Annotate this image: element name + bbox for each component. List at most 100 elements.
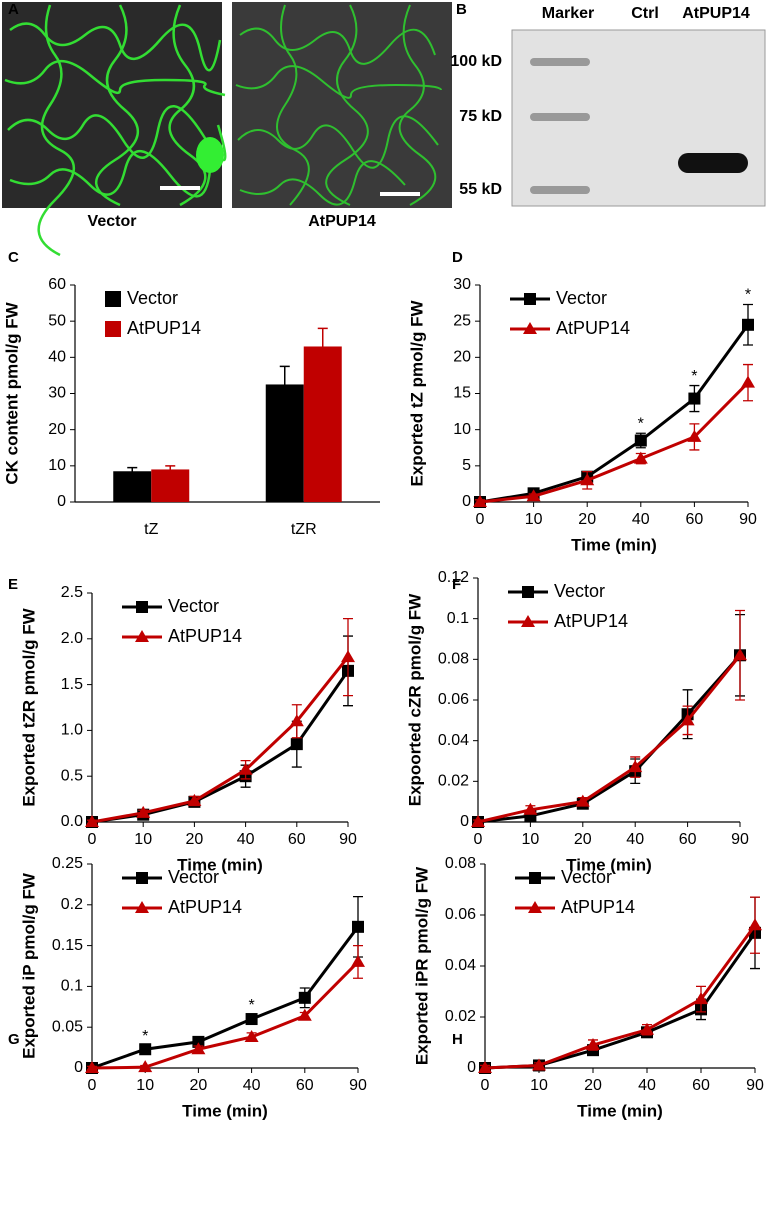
marker bbox=[298, 991, 311, 1004]
series-line bbox=[484, 924, 757, 1070]
y-tick-label: 0.1 bbox=[61, 978, 83, 995]
x-tick-label: 20 bbox=[584, 1077, 602, 1094]
x-tick-label: 20 bbox=[186, 831, 204, 848]
marker-label: 55 kD bbox=[459, 181, 502, 198]
y-tick-label: 0.1 bbox=[447, 610, 469, 627]
image-caption: Vector bbox=[88, 213, 137, 230]
y-tick-label: 0.08 bbox=[445, 855, 476, 872]
panel-letter: F bbox=[452, 576, 461, 593]
y-tick-label: 0.02 bbox=[438, 773, 469, 790]
marker bbox=[640, 1022, 654, 1035]
marker bbox=[136, 805, 151, 818]
marker bbox=[628, 760, 643, 773]
legend-marker bbox=[521, 615, 535, 627]
marker bbox=[290, 738, 303, 751]
y-tick-label: 1.0 bbox=[61, 722, 83, 739]
y-tick-label: 0.2 bbox=[61, 896, 83, 913]
x-tick-label: 10 bbox=[136, 1077, 154, 1094]
x-tick-label: 10 bbox=[530, 1077, 548, 1094]
x-tick-label: 90 bbox=[746, 1077, 764, 1094]
y-tick-label: 0.5 bbox=[61, 767, 83, 784]
y-tick-label: 0.02 bbox=[445, 1008, 476, 1025]
error-bar bbox=[317, 327, 328, 366]
x-tick-label: 60 bbox=[288, 831, 306, 848]
lane-label: Ctrl bbox=[631, 5, 659, 22]
y-tick-label: 0 bbox=[462, 493, 471, 510]
y-tick-label: 0.04 bbox=[445, 957, 476, 974]
y-tick-label: 2.5 bbox=[61, 584, 83, 601]
bar bbox=[151, 469, 190, 502]
x-axis-title: Time (min) bbox=[577, 1101, 663, 1120]
y-tick-label: 10 bbox=[453, 421, 471, 438]
x-tick-label: 60 bbox=[692, 1077, 710, 1094]
legend-marker bbox=[524, 293, 536, 305]
x-tick-label: 60 bbox=[296, 1077, 314, 1094]
x-tick-label: 0 bbox=[88, 1077, 97, 1094]
x-tick-label: 20 bbox=[190, 1077, 208, 1094]
series-line bbox=[484, 931, 757, 1070]
x-tick-label: 0 bbox=[474, 831, 483, 848]
y-tick-label: 1.5 bbox=[61, 676, 83, 693]
legend-label: AtPUP14 bbox=[561, 897, 635, 917]
x-tick-label: 40 bbox=[237, 831, 255, 848]
marker bbox=[680, 713, 695, 726]
marker bbox=[244, 1029, 259, 1042]
bar bbox=[113, 471, 152, 502]
x-axis-title: Time (min) bbox=[566, 855, 652, 874]
panel-letter: D bbox=[452, 249, 463, 266]
marker bbox=[192, 1035, 205, 1048]
legend-label: AtPUP14 bbox=[168, 626, 242, 646]
annotation: * bbox=[248, 997, 254, 1014]
legend-marker bbox=[136, 872, 148, 884]
marker bbox=[478, 1061, 492, 1073]
annotation: * bbox=[638, 416, 644, 433]
marker bbox=[352, 920, 364, 933]
legend-label: Vector bbox=[127, 288, 178, 308]
y-tick-label: 0.15 bbox=[52, 937, 83, 954]
legend-label: Vector bbox=[556, 288, 607, 308]
x-tick-label: 40 bbox=[638, 1077, 656, 1094]
y-tick-label: 0 bbox=[74, 1059, 83, 1076]
marker bbox=[245, 1013, 258, 1026]
y-tick-label: 0 bbox=[57, 493, 66, 510]
x-tick-label: 40 bbox=[626, 831, 644, 848]
y-tick-label: 2.0 bbox=[61, 630, 83, 647]
x-tick-label: tZR bbox=[291, 521, 317, 538]
legend-label: AtPUP14 bbox=[168, 897, 242, 917]
marker bbox=[191, 1042, 206, 1055]
y-tick-label: 0 bbox=[460, 813, 469, 830]
y-tick-label: 0.25 bbox=[52, 855, 83, 872]
marker bbox=[138, 1060, 153, 1073]
error-bar bbox=[127, 466, 138, 476]
y-axis-title: Exported iP pmol/g FW bbox=[19, 872, 38, 1059]
y-axis-title: CK content pmol/g FW bbox=[2, 301, 21, 484]
marker bbox=[748, 918, 762, 931]
legend-label: Vector bbox=[561, 867, 612, 887]
y-tick-label: 5 bbox=[462, 457, 471, 474]
marker bbox=[139, 1043, 152, 1056]
marker bbox=[575, 794, 590, 807]
y-tick-label: 0.0 bbox=[61, 813, 83, 830]
x-tick-label: 90 bbox=[349, 1077, 367, 1094]
x-axis-title: Time (min) bbox=[182, 1101, 268, 1120]
legend-marker bbox=[136, 601, 148, 613]
legend-marker bbox=[523, 322, 537, 334]
x-tick-label: tZ bbox=[144, 521, 158, 538]
panel-letter: B bbox=[456, 1, 467, 18]
x-tick-label: 10 bbox=[525, 511, 543, 528]
marker bbox=[289, 714, 304, 727]
marker bbox=[687, 429, 702, 442]
y-tick-label: 15 bbox=[453, 385, 471, 402]
panel-letter: C bbox=[8, 249, 19, 266]
x-tick-label: 0 bbox=[88, 831, 97, 848]
marker bbox=[634, 434, 647, 447]
x-tick-label: 90 bbox=[731, 831, 749, 848]
marker bbox=[523, 802, 538, 815]
x-tick-label: 40 bbox=[243, 1077, 261, 1094]
panel-letter: H bbox=[452, 1031, 463, 1048]
legend-marker bbox=[135, 630, 149, 642]
marker bbox=[351, 954, 365, 967]
legend-marker bbox=[529, 872, 541, 884]
y-tick-label: 50 bbox=[48, 312, 66, 329]
